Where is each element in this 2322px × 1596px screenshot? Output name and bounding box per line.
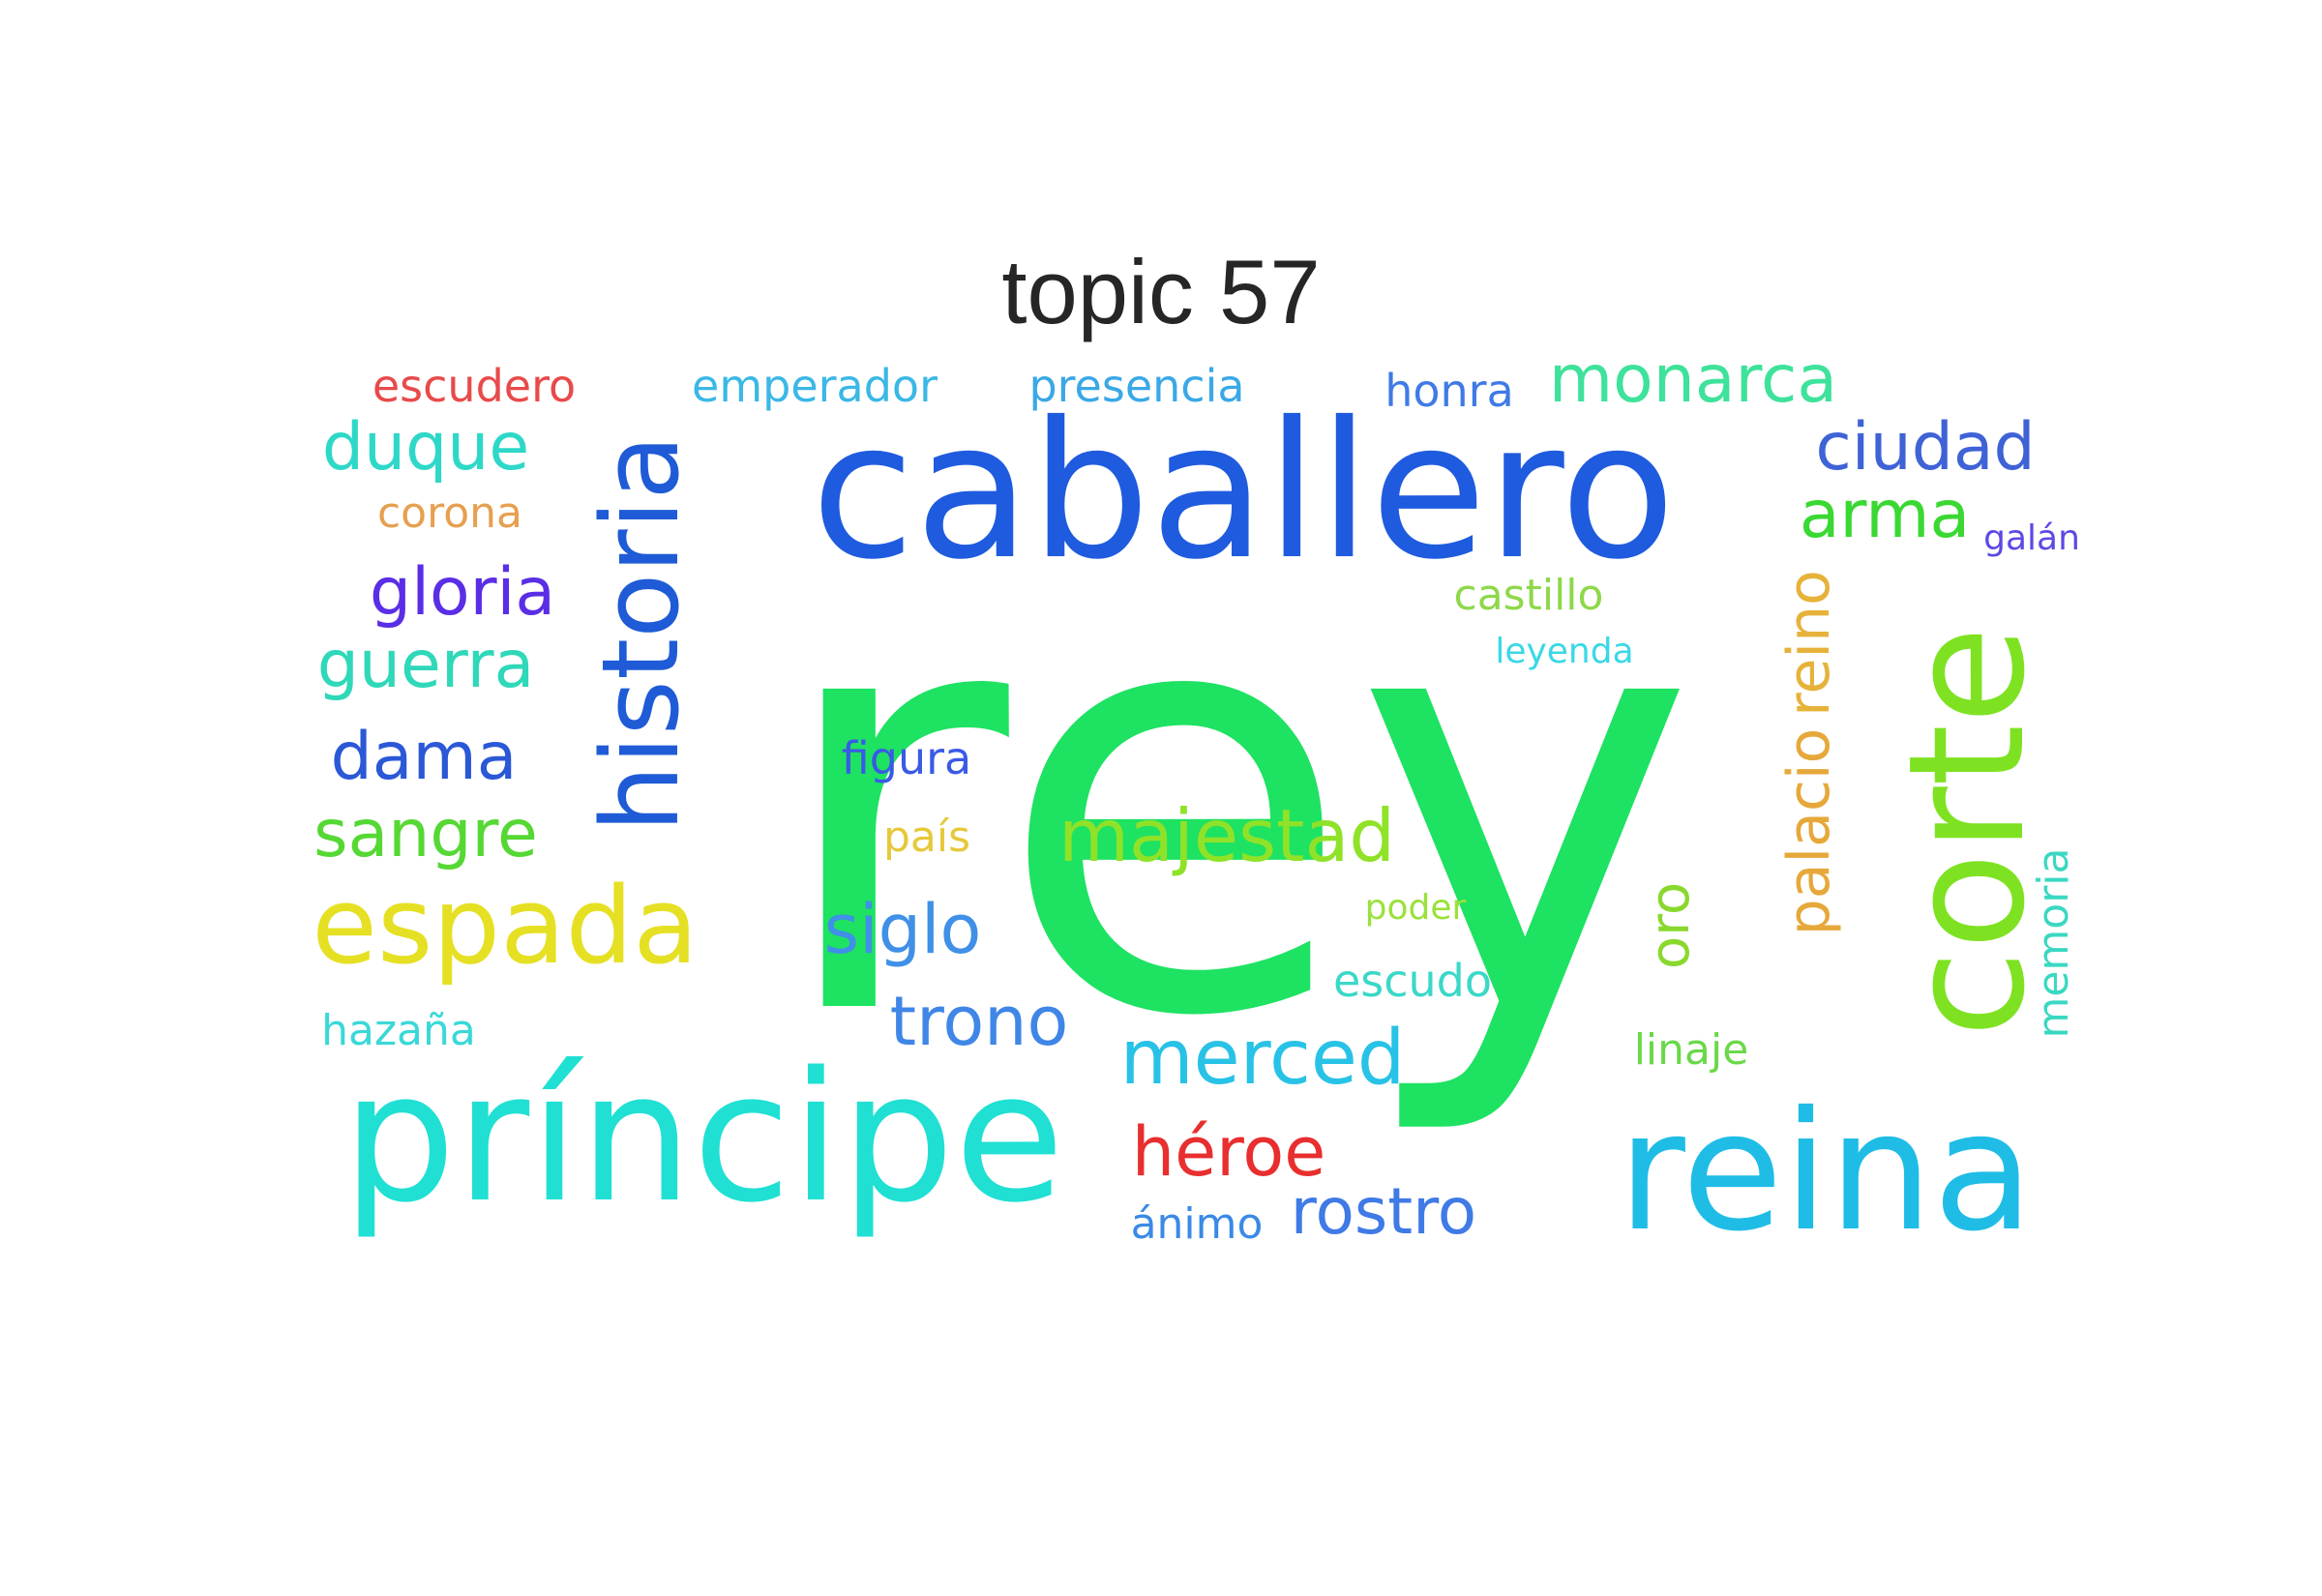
figure-title: topic 57 xyxy=(1001,241,1321,342)
word-22: palacio xyxy=(1775,728,1843,936)
word-25: memoria xyxy=(2029,848,2078,1039)
word-9: merced xyxy=(1120,1015,1406,1102)
word-28: presencia xyxy=(1028,360,1244,412)
word-33: leyenda xyxy=(1495,632,1633,671)
word-29: honra xyxy=(1384,365,1514,417)
word-4: reina xyxy=(1618,1077,2034,1268)
word-17: gloria xyxy=(370,554,555,631)
word-2: caballero xyxy=(811,381,1676,601)
word-40: ánimo xyxy=(1131,1199,1264,1249)
word-37: escudo xyxy=(1333,955,1492,1007)
word-18: duque xyxy=(322,409,529,486)
word-32: castillo xyxy=(1454,571,1604,620)
word-36: poder xyxy=(1365,888,1467,928)
word-7: espada xyxy=(312,864,698,988)
word-24: oro xyxy=(1639,882,1702,969)
word-14: sangre xyxy=(313,796,538,872)
word-30: corona xyxy=(377,488,522,538)
word-6: historia xyxy=(579,434,702,832)
word-1: rey xyxy=(770,467,1697,1143)
word-38: linaje xyxy=(1634,1025,1749,1075)
word-19: monarca xyxy=(1549,341,1837,418)
word-3: príncipe xyxy=(342,1033,1065,1242)
word-15: dama xyxy=(331,719,518,795)
word-5: corte xyxy=(1874,626,2060,1038)
word-23: reino xyxy=(1775,570,1843,717)
word-39: hazaña xyxy=(321,1006,476,1055)
word-12: héroe xyxy=(1132,1112,1326,1192)
word-26: escudero xyxy=(372,360,576,412)
word-21: arma xyxy=(1800,477,1970,553)
word-27: emperador xyxy=(692,360,938,412)
word-35: país xyxy=(883,813,970,862)
word-8: majestad xyxy=(1058,793,1395,878)
word-11: siglo xyxy=(824,890,982,969)
word-13: rostro xyxy=(1291,1174,1476,1249)
word-16: guerra xyxy=(317,627,535,703)
word-10: trono xyxy=(890,982,1069,1061)
word-20: ciudad xyxy=(1815,409,2035,486)
word-31: galán xyxy=(1983,518,2080,558)
word-34: figura xyxy=(842,732,971,784)
